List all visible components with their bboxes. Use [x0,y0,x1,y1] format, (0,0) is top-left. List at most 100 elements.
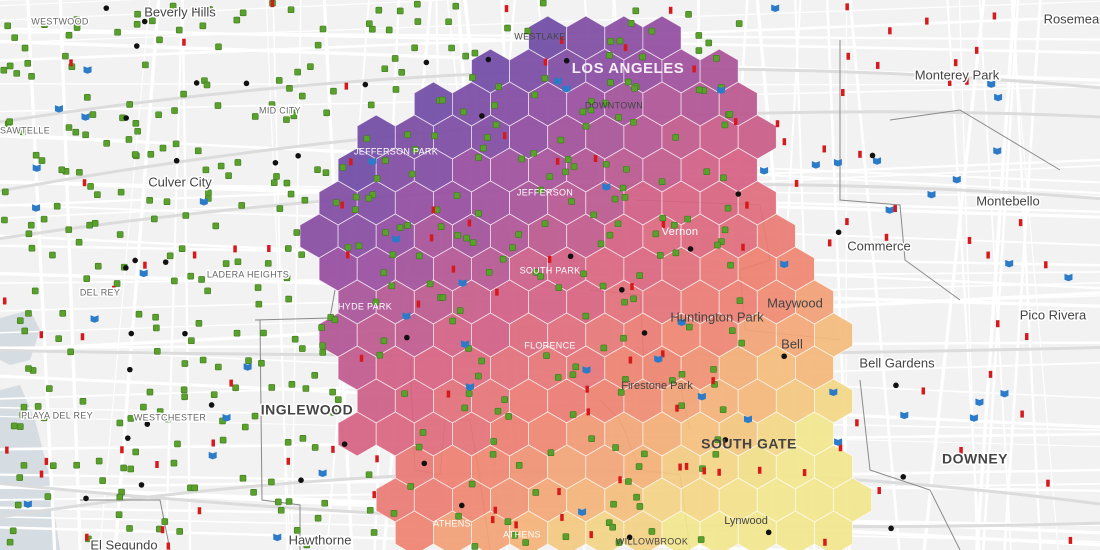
bus-stop-marker [323,109,330,117]
bus-stop-marker [738,339,745,347]
hex-layer [299,15,872,550]
bus-stop-marker [439,294,447,301]
school-marker [144,421,151,427]
bus-stop-marker [76,168,83,176]
bus-stop-marker [273,173,280,180]
bus-stop-marker [455,512,462,520]
bus-stop-marker [411,146,419,153]
bus-stop-marker [449,317,456,325]
bus-stop-marker [166,252,174,260]
red-marker [988,370,993,378]
bus-stop-marker [116,419,124,427]
library-marker [873,157,882,165]
school-marker [272,159,279,166]
road [1010,0,1059,550]
red-marker [349,158,353,166]
bus-stop-marker [225,172,232,179]
bus-stop-marker [396,7,404,15]
red-marker [775,120,780,128]
place-label: ATHENS [433,518,471,528]
bus-stop-marker [380,269,388,277]
library-marker [83,66,92,74]
school-marker [182,330,188,337]
school-marker [127,366,133,373]
bus-stop-marker [501,396,508,403]
bus-stop-marker [299,345,306,352]
red-marker [80,333,85,341]
red-marker [702,467,706,475]
bus-stop-marker [426,280,434,288]
bus-stop-marker [234,258,242,266]
red-marker [589,531,593,539]
place-label: Bell [781,336,803,351]
red-marker [44,457,49,465]
school-marker [900,474,907,480]
red-marker [757,466,762,474]
bus-stop-marker [159,144,167,152]
bus-stop-marker [641,450,648,458]
library-marker [811,161,820,169]
bus-stop-marker [251,412,259,420]
bus-stop-marker [439,96,446,104]
red-marker [85,533,89,541]
bus-stop-marker [164,415,172,423]
bus-stop-marker [94,191,101,198]
bus-stop-marker [632,7,640,15]
red-marker [211,439,215,447]
school-marker [362,81,369,88]
bus-stop-marker [153,324,160,332]
bus-stop-marker [572,363,580,371]
red-marker [858,150,862,158]
red-marker [120,446,124,454]
bus-stop-marker [233,329,241,337]
red-marker [1068,536,1073,544]
red-marker [557,488,561,496]
bus-stop-marker [89,111,97,118]
place-label: Vernon [662,226,699,238]
bus-stop-marker [16,474,24,481]
school-marker [459,502,465,509]
bus-stop-marker [414,18,422,25]
library-marker [885,206,894,214]
bus-stop-marker [351,206,359,214]
red-marker [286,457,291,465]
red-marker [229,379,233,387]
place-label: Pico Rivera [1020,307,1087,322]
bus-stop-marker [620,334,627,342]
bus-stop-marker [53,202,61,210]
bus-stop-marker [24,60,32,67]
bus-stop-marker [58,166,66,174]
bus-stop-marker [94,262,102,270]
school-marker [479,113,485,119]
bus-stop-marker [219,436,227,444]
bus-stop-marker [13,70,21,77]
bus-stop-marker [59,309,67,317]
bus-stop-marker [461,404,469,412]
red-marker [192,251,197,259]
bus-stop-marker [615,114,622,121]
red-marker [630,283,634,291]
bus-stop-marker [373,175,381,182]
bus-stop-marker [131,151,139,158]
road [113,0,161,550]
bus-stop-marker [319,25,327,33]
school-marker [893,382,899,389]
bus-stop-marker [156,36,163,44]
school-marker [162,259,169,265]
bus-stop-marker [65,31,73,39]
bus-stop-marker [611,195,619,203]
bus-stop-marker [152,313,159,321]
red-marker [112,285,116,293]
bus-stop-marker [40,215,48,223]
bus-stop-marker [515,462,523,469]
place-label: PLAYA DEL REY [21,410,93,420]
bus-stop-marker [727,261,734,269]
library-marker [139,269,148,278]
bus-stop-marker [672,134,679,141]
bus-stop-marker [287,190,295,198]
red-marker [493,506,498,514]
bus-stop-marker [314,514,322,522]
bus-stop-marker [372,298,380,306]
bus-stop-marker [396,224,404,231]
bus-stop-marker [251,113,259,120]
